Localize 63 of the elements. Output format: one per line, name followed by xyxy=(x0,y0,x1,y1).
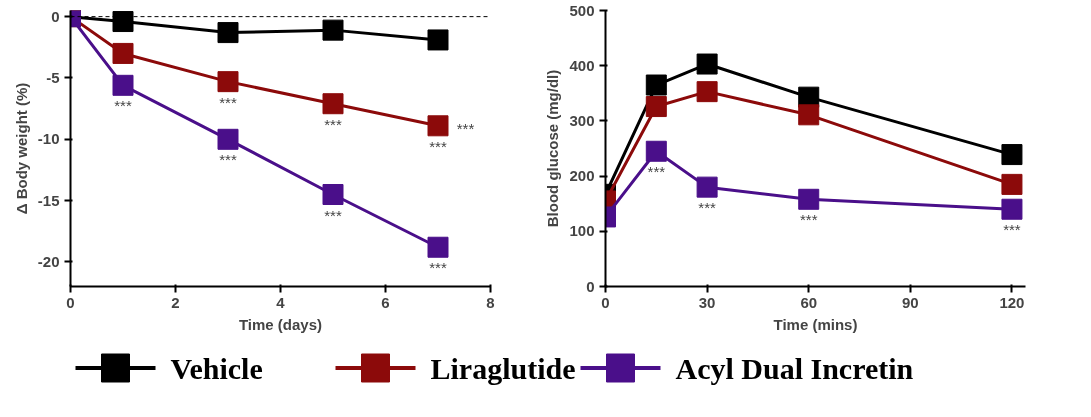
annotation: *** xyxy=(1003,221,1021,239)
annotation: *** xyxy=(219,151,237,169)
point xyxy=(322,93,344,115)
y-axis-title: Δ Body weight (%) xyxy=(12,82,30,215)
point xyxy=(1001,173,1023,195)
annotation: *** xyxy=(219,93,237,111)
annotation: *** xyxy=(114,97,132,115)
y-tick-label: 300 xyxy=(569,111,595,129)
point xyxy=(322,184,344,205)
annotation: *** xyxy=(698,199,717,217)
point xyxy=(322,19,344,41)
x-tick-label: 2 xyxy=(171,293,180,311)
x-tick-label: 120 xyxy=(999,293,1025,311)
point xyxy=(645,74,667,96)
point xyxy=(112,74,134,96)
annotation: *** xyxy=(429,259,447,277)
point xyxy=(1001,144,1023,166)
annotation: *** xyxy=(324,206,342,224)
x-tick-label: 0 xyxy=(601,293,610,311)
x-tick-label: 8 xyxy=(486,293,495,311)
point xyxy=(112,11,134,33)
point xyxy=(112,42,134,64)
point xyxy=(696,53,718,75)
annotation: *** xyxy=(324,115,342,133)
x-tick-label: 6 xyxy=(381,293,390,311)
y-tick-label: 0 xyxy=(51,7,60,25)
y-tick-label: -15 xyxy=(37,191,60,209)
x-tick-label: 4 xyxy=(276,293,286,311)
annotation: *** xyxy=(456,119,475,137)
point xyxy=(427,29,449,51)
annotation: *** xyxy=(799,211,818,229)
y-tick-label: -5 xyxy=(46,68,60,86)
point xyxy=(217,22,239,44)
point xyxy=(645,96,667,118)
point xyxy=(217,128,239,150)
annotation: *** xyxy=(429,137,447,155)
y-tick-label: 100 xyxy=(569,222,595,240)
x-axis-title: Time (mins) xyxy=(773,315,858,333)
point xyxy=(217,71,239,93)
legend-label: Acyl Dual Incretin xyxy=(675,351,914,385)
y-tick-label: 0 xyxy=(586,277,595,295)
x-axis-title: Time (days) xyxy=(238,315,323,333)
x-tick-label: 90 xyxy=(902,293,919,311)
legend-label: Vehicle xyxy=(170,351,263,385)
y-tick-label: 200 xyxy=(569,167,595,185)
point xyxy=(427,115,449,137)
point xyxy=(645,140,667,162)
point xyxy=(1001,198,1023,220)
x-tick-label: 0 xyxy=(66,293,75,311)
x-tick-label: 30 xyxy=(698,293,716,311)
y-tick-label: -10 xyxy=(37,130,60,148)
y-tick-label: -20 xyxy=(37,252,60,270)
annotation: *** xyxy=(647,163,666,181)
point xyxy=(798,104,820,126)
point xyxy=(427,236,449,258)
legend-label: Liraglutide xyxy=(430,351,576,385)
y-axis-title: Blood glucose (mg/dl) xyxy=(544,69,562,228)
y-tick-label: 500 xyxy=(569,1,595,19)
x-tick-label: 60 xyxy=(800,293,818,311)
point xyxy=(696,176,718,198)
point xyxy=(798,188,820,210)
y-tick-label: 400 xyxy=(569,56,595,74)
point xyxy=(696,81,718,103)
